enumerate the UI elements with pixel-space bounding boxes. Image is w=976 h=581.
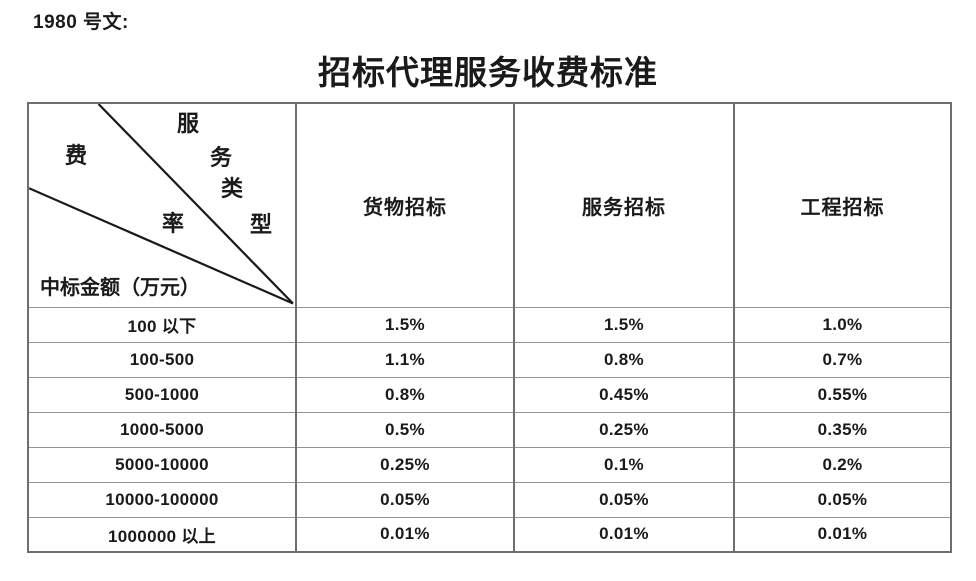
rate-cell: 0.01% [733,516,952,553]
table-row: 5000-10000 0.25% 0.1% 0.2% [27,446,952,483]
amount-range-cell: 100-500 [27,341,297,378]
column-header-goods-tender: 货物招标 [295,102,515,308]
corner-label-service-type-char: 类 [221,176,244,201]
corner-label-bid-amount: 中标金额（万元） [40,277,200,299]
rate-cell: 1.1% [295,341,515,378]
amount-range-cell: 5000-10000 [27,446,297,483]
page-title: 招标代理服务收费标准 [318,56,658,92]
amount-range-cell: 1000-5000 [27,411,297,448]
rate-cell: 0.55% [733,376,952,413]
table-header-row: 服 务 类 型 费 率 中标金额（万元） 货物招标 服务招标 工程招标 [27,102,952,308]
rate-cell: 0.05% [733,481,952,518]
column-header-service-tender: 服务招标 [513,102,735,308]
table-row: 1000000 以上 0.01% 0.01% 0.01% [27,516,952,553]
rate-cell: 0.01% [513,516,735,553]
table-row: 10000-100000 0.05% 0.05% 0.05% [27,481,952,518]
rate-cell: 0.25% [295,446,515,483]
table-row: 500-1000 0.8% 0.45% 0.55% [27,376,952,413]
rate-cell: 0.05% [513,481,735,518]
fee-standard-table: 服 务 类 型 费 率 中标金额（万元） 货物招标 服务招标 工程招标 100 … [27,102,952,553]
rate-cell: 0.8% [513,341,735,378]
amount-range-cell: 1000000 以上 [27,516,297,553]
rate-cell: 0.35% [733,411,952,448]
corner-label-service-type-char: 务 [210,145,233,170]
rate-cell: 0.25% [513,411,735,448]
table-row: 100-500 1.1% 0.8% 0.7% [27,341,952,378]
corner-label-fee-rate-char: 率 [162,211,185,236]
diagonal-lines-graphic [30,104,294,305]
column-header-works-tender: 工程招标 [733,102,952,308]
rate-cell: 1.5% [513,306,735,343]
rate-cell: 1.5% [295,306,515,343]
corner-label-service-type-char: 服 [177,111,200,136]
corner-label-service-type-char: 型 [250,212,273,237]
rate-cell: 1.0% [733,306,952,343]
rate-cell: 0.8% [295,376,515,413]
rate-cell: 0.45% [513,376,735,413]
amount-range-cell: 10000-100000 [27,481,297,518]
amount-range-cell: 500-1000 [27,376,297,413]
rate-cell: 0.01% [295,516,515,553]
corner-label-fee-rate-char: 费 [65,143,88,168]
rate-cell: 0.1% [513,446,735,483]
rate-cell: 0.05% [295,481,515,518]
rate-cell: 0.2% [733,446,952,483]
amount-range-cell: 100 以下 [27,306,297,343]
rate-cell: 0.5% [295,411,515,448]
doc-reference: 1980 号文: [33,12,129,33]
table-row: 100 以下 1.5% 1.5% 1.0% [27,306,952,343]
rate-cell: 0.7% [733,341,952,378]
diagonal-header-cell: 服 务 类 型 费 率 中标金额（万元） [27,102,297,308]
table-row: 1000-5000 0.5% 0.25% 0.35% [27,411,952,448]
